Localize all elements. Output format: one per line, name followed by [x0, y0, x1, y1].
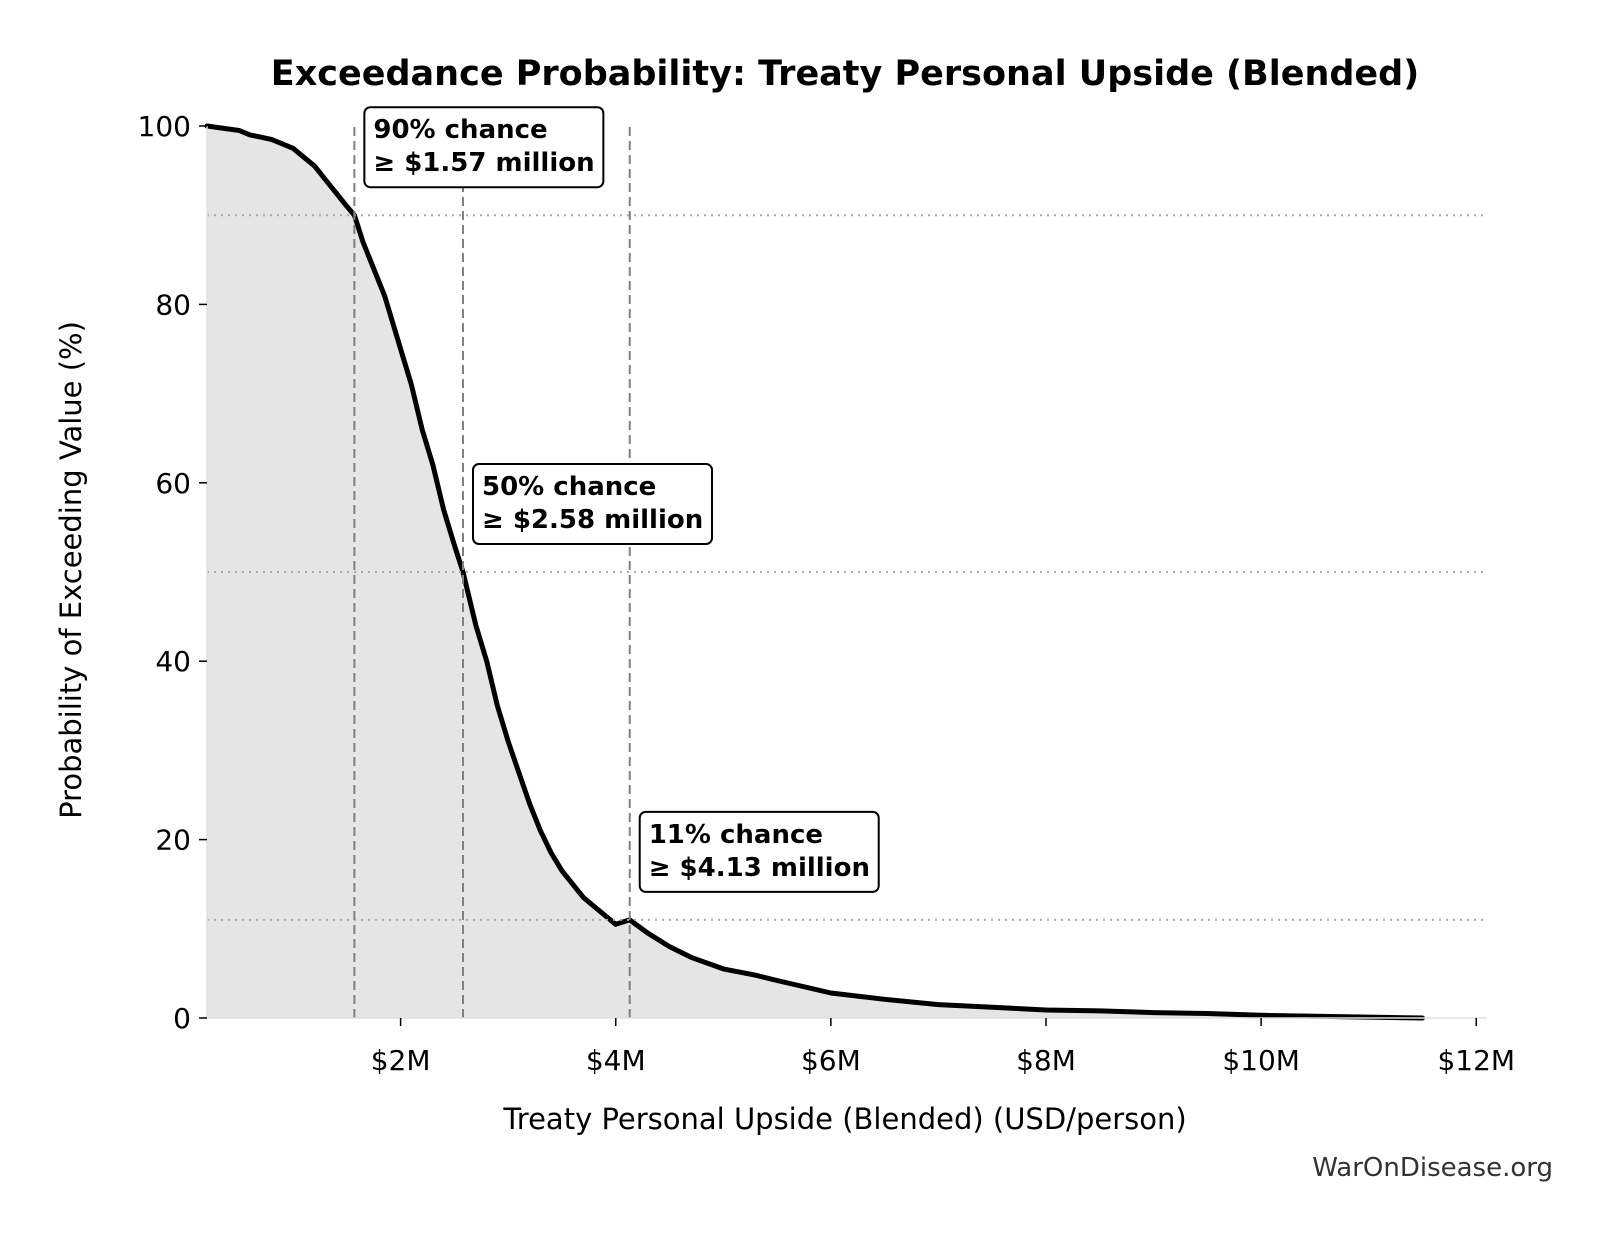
y-tick-label: 0: [173, 1002, 191, 1035]
x-tick-label: $12M: [1437, 1044, 1515, 1077]
axes: $2M $4M $6M $8M $10M $12M 0 20 40 60 80 100: [138, 110, 1516, 1077]
y-tick-label: 20: [155, 824, 191, 857]
x-tick-label: $4M: [586, 1044, 646, 1077]
annotations: 90% chance≥ $1.57 million 50% chance≥ $2.…: [363, 106, 880, 893]
annotation-frame: [472, 463, 713, 545]
y-tick-label: 60: [155, 467, 191, 500]
y-tick-label: 100: [138, 110, 191, 143]
y-tick-label: 80: [155, 288, 191, 321]
x-tick-label: $10M: [1222, 1044, 1300, 1077]
series-line: [204, 123, 1425, 1021]
annotation-frame: [363, 106, 605, 189]
annotation-line-1: 50% chance: [482, 472, 656, 502]
x-axis-label: Treaty Personal Upside (Blended) (USD/pe…: [502, 1102, 1186, 1136]
annotation-line-2: ≥ $4.13 million: [649, 853, 870, 883]
annotation-line-2: ≥ $1.57 million: [373, 148, 594, 178]
annotation-box: 11% chance≥ $4.13 million: [638, 810, 880, 893]
watermark-text: WarOnDisease.org: [1312, 1153, 1553, 1183]
x-tick-label: $2M: [371, 1044, 431, 1077]
y-tick-label: 40: [155, 645, 191, 678]
annotation-line-2: ≥ $2.58 million: [482, 505, 703, 535]
annotation-frame: [638, 810, 880, 893]
annotation-box: 90% chance≥ $1.57 million: [363, 106, 605, 189]
x-tick-label: $6M: [801, 1044, 861, 1077]
y-axis-label: Probability of Exceeding Value (%): [54, 321, 88, 819]
annotation-line-1: 11% chance: [649, 820, 823, 850]
plot-area: [204, 123, 1425, 1021]
x-tick-label: $8M: [1016, 1044, 1076, 1077]
annotation-line-1: 90% chance: [373, 115, 547, 145]
reference-lines: [207, 126, 1487, 1018]
annotation-box: 50% chance≥ $2.58 million: [472, 463, 713, 545]
series-area-fill: [207, 126, 1423, 1018]
chart-title: Exceedance Probability: Treaty Personal …: [271, 54, 1419, 94]
